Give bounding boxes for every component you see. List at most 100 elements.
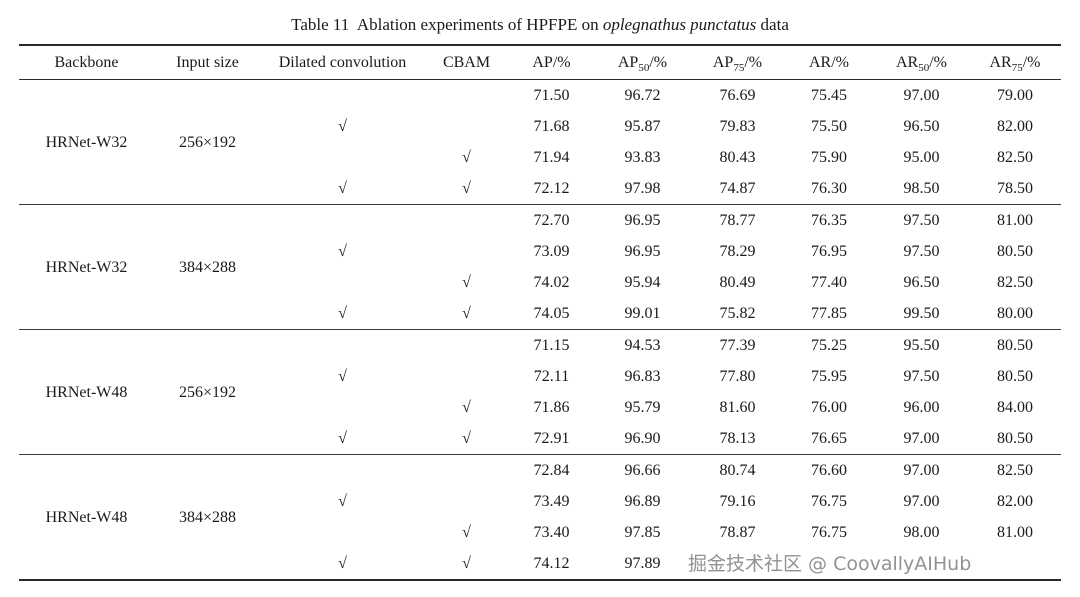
ap-value: 73.09 [533,243,570,260]
dilated-checkmark-cell [261,267,424,298]
ar50-value: 98.50 [903,180,940,197]
ap50-value: 96.66 [594,454,691,486]
header-ap50: AP50/% [594,45,691,80]
ap75-value: 81.60 [719,399,756,416]
ap75-value: 78.13 [719,430,756,447]
input-size-cell: 256×192 [154,329,261,455]
table-row: √ √ 72.12 97.98 74.87 76.30 98.50 78.50 [19,173,1061,205]
header-cbam: CBAM [424,45,509,80]
table-row: √ 71.86 95.79 81.60 76.00 96.00 84.00 [19,392,1061,423]
header-ap75-sub: 75 [733,62,745,75]
ap75-value: 80.74 [691,454,784,486]
table-row: √ √ 74.05 99.01 75.82 77.85 99.50 80.00 [19,298,1061,330]
table-row: √ √ 74.12 97.89 [19,548,1061,580]
ap-value: 74.05 [533,305,570,322]
ar-value: 76.95 [811,243,847,260]
ap75-value: 78.29 [719,243,756,260]
ar50-value: 97.00 [874,454,969,486]
ar75-value: 79.00 [997,87,1033,104]
ap-value: 71.68 [533,118,570,135]
ap75-value: 80.43 [719,149,756,166]
ap50-value: 96.90 [624,430,661,447]
ap-value: 71.86 [533,399,570,416]
ar-value: 76.75 [811,493,847,510]
ar50-value: 97.00 [903,430,940,447]
ap50-value: 96.83 [624,368,661,385]
ap50-value: 97.89 [624,555,661,572]
table-row: √ √ 72.91 96.90 78.13 76.65 97.00 80.50 [19,423,1061,455]
backbone-cell: HRNet-W48 [19,454,154,580]
dilated-checkmark-cell: √ [338,305,347,322]
header-ap75-base: AP [712,54,734,71]
ar-value: 77.85 [811,305,847,322]
dilated-checkmark-cell [261,454,424,486]
ap75-value: 78.87 [719,524,756,541]
dilated-checkmark-cell: √ [338,555,347,572]
header-dilated-convolution: Dilated convolution [261,45,424,80]
ap-value: 71.94 [533,149,570,166]
ap50-value: 95.87 [624,118,661,135]
cbam-checkmark-cell: √ [462,555,471,572]
ap-value: 74.12 [533,555,570,572]
cbam-checkmark-cell: √ [462,430,471,447]
ar-value: 75.90 [811,149,847,166]
ar50-value: 96.00 [903,399,940,416]
ap50-value: 95.79 [624,399,661,416]
ar50-value: 95.00 [903,149,940,166]
ar50-value: 97.00 [903,493,940,510]
dilated-checkmark-cell: √ [338,180,347,197]
ap-value: 72.12 [533,180,570,197]
ap50-value: 93.83 [624,149,661,166]
table-title-suffix: data [756,15,789,34]
ar75-value: 80.50 [969,329,1061,361]
header-ap75: AP75/% [691,45,784,80]
ap50-value: 96.72 [624,87,661,104]
ablation-table: Backbone Input size Dilated convolution … [19,44,1061,581]
ar75-value: 80.50 [997,368,1033,385]
table-title-species: oplegnathus punctatus [602,15,757,34]
cbam-checkmark-cell: √ [462,399,471,416]
header-ar75: AR75/% [969,45,1061,80]
header-ar50-base: AR [895,54,919,71]
ap75-value: 78.77 [691,204,784,236]
table-row: √ 73.49 96.89 79.16 76.75 97.00 82.00 [19,486,1061,517]
ar50-value: 97.00 [903,87,940,104]
ap75-value: 80.49 [719,274,756,291]
ap50-value: 95.94 [624,274,661,291]
ar-value: 76.30 [811,180,847,197]
dilated-checkmark-cell [261,142,424,173]
ar50-value: 95.50 [874,329,969,361]
dilated-checkmark-cell: √ [338,430,347,447]
ap-value: 72.84 [509,454,594,486]
header-ap75-rest: /% [744,54,763,71]
ar-value: 76.00 [811,399,847,416]
ap50-value: 96.95 [624,243,661,260]
ar50-value: 99.50 [903,305,940,322]
dilated-checkmark-cell [261,80,424,112]
ap75-value: 77.80 [719,368,756,385]
header-ar50-rest: /% [929,54,947,71]
header-ap: AP/% [509,45,594,80]
dilated-checkmark-cell: √ [338,368,347,385]
ap75-value: 75.82 [719,305,756,322]
cbam-checkmark-cell [424,361,509,392]
backbone-cell: HRNet-W32 [19,204,154,330]
ar75-value: 84.00 [997,399,1033,416]
table-row: HRNet-W48 256×192 71.15 94.53 77.39 75.2… [19,329,1061,455]
cbam-checkmark-cell: √ [462,524,471,541]
header-backbone: Backbone [19,45,154,80]
ar-value: 75.50 [811,118,847,135]
watermark-text: 掘金技术社区 @ CoovallyAIHub [688,553,972,575]
cbam-checkmark-cell: √ [462,149,471,166]
header-ap50-sub: 50 [638,62,650,75]
ap50-value: 99.01 [624,305,661,322]
ar-value: 75.45 [811,87,847,104]
ar75-value: 82.50 [997,149,1033,166]
ap75-value: 74.87 [719,180,756,197]
ap50-value: 96.89 [624,493,661,510]
table-row: √ 72.11 96.83 77.80 75.95 97.50 80.50 [19,361,1061,392]
cbam-checkmark-cell [424,80,509,112]
ar-value: 77.40 [811,274,847,291]
ap50-value: 94.53 [594,329,691,361]
table-row: √ 73.09 96.95 78.29 76.95 97.50 80.50 [19,236,1061,267]
